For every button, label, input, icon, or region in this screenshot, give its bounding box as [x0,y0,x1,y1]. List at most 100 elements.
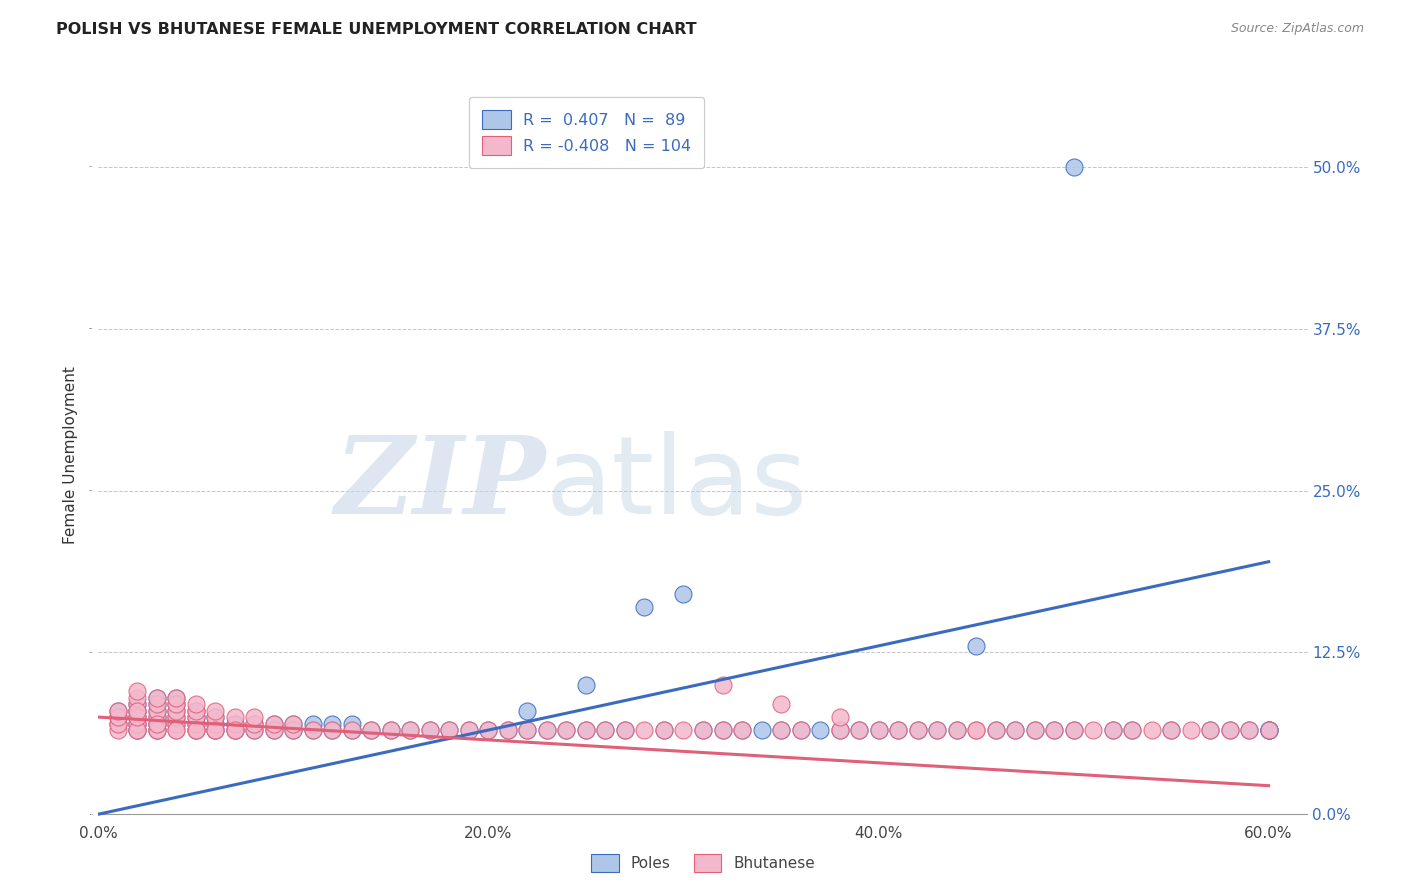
Point [243,710,266,724]
Point [107,704,129,718]
Point [204,723,226,737]
Point [1257,723,1279,737]
Point [633,723,655,737]
Point [1257,723,1279,737]
Point [692,723,714,737]
Point [107,716,129,731]
Point [146,716,169,731]
Point [1063,160,1085,174]
Point [458,723,481,737]
Point [204,716,226,731]
Point [146,723,169,737]
Point [146,716,169,731]
Point [340,716,363,731]
Point [1121,723,1143,737]
Point [302,723,325,737]
Point [1004,723,1026,737]
Point [555,723,578,737]
Point [828,723,851,737]
Point [1081,723,1104,737]
Point [1237,723,1260,737]
Point [204,704,226,718]
Point [419,723,441,737]
Point [127,710,149,724]
Point [1237,723,1260,737]
Point [263,716,285,731]
Text: Source: ZipAtlas.com: Source: ZipAtlas.com [1230,22,1364,36]
Point [1199,723,1222,737]
Point [127,716,149,731]
Point [184,704,207,718]
Point [184,710,207,724]
Point [340,723,363,737]
Point [127,690,149,705]
Point [184,704,207,718]
Point [224,723,246,737]
Point [945,723,967,737]
Point [224,723,246,737]
Point [204,723,226,737]
Point [165,723,187,737]
Point [516,723,538,737]
Point [769,723,792,737]
Point [1180,723,1202,737]
Point [107,710,129,724]
Point [848,723,870,737]
Point [477,723,499,737]
Point [751,723,773,737]
Point [711,723,734,737]
Point [536,723,558,737]
Point [1101,723,1123,737]
Point [848,723,870,737]
Point [127,723,149,737]
Point [575,678,598,692]
Legend: Poles, Bhutanese: Poles, Bhutanese [583,846,823,880]
Point [224,723,246,737]
Point [439,723,461,737]
Point [184,723,207,737]
Point [652,723,675,737]
Point [1121,723,1143,737]
Point [283,716,305,731]
Y-axis label: Female Unemployment: Female Unemployment [63,366,79,544]
Point [243,723,266,737]
Point [107,716,129,731]
Point [204,710,226,724]
Point [1101,723,1123,737]
Point [516,704,538,718]
Point [925,723,948,737]
Point [595,723,617,737]
Point [321,723,343,737]
Point [887,723,910,737]
Point [1024,723,1046,737]
Point [907,723,929,737]
Point [224,710,246,724]
Point [516,723,538,737]
Point [399,723,422,737]
Point [127,697,149,711]
Point [146,704,169,718]
Point [672,723,695,737]
Point [127,704,149,718]
Point [868,723,890,737]
Point [107,723,129,737]
Point [107,704,129,718]
Point [1219,723,1241,737]
Point [965,639,987,653]
Point [399,723,422,737]
Point [1257,723,1279,737]
Point [184,710,207,724]
Point [965,723,987,737]
Point [263,723,285,737]
Point [769,697,792,711]
Point [146,723,169,737]
Point [439,723,461,737]
Point [184,723,207,737]
Point [127,704,149,718]
Point [887,723,910,737]
Point [283,723,305,737]
Point [204,723,226,737]
Point [1160,723,1182,737]
Point [672,587,695,601]
Point [165,704,187,718]
